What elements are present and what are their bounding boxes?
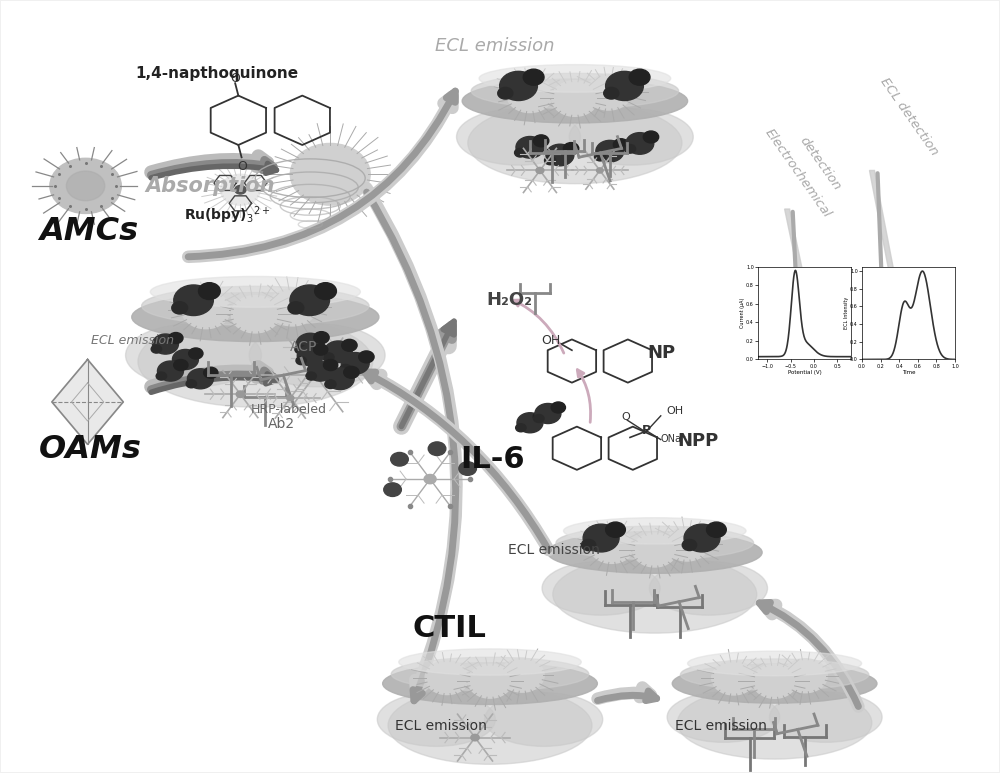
Ellipse shape (770, 692, 882, 742)
Circle shape (323, 359, 338, 370)
Circle shape (424, 475, 436, 484)
Circle shape (516, 137, 544, 158)
Ellipse shape (556, 526, 754, 560)
Circle shape (753, 664, 797, 698)
Ellipse shape (649, 561, 768, 615)
Circle shape (471, 734, 479, 741)
Circle shape (594, 152, 606, 161)
Circle shape (66, 171, 105, 201)
X-axis label: Time: Time (902, 370, 915, 375)
Ellipse shape (672, 664, 877, 703)
Circle shape (236, 391, 245, 397)
Circle shape (425, 661, 469, 695)
Ellipse shape (377, 693, 495, 747)
Text: IL-6: IL-6 (460, 444, 525, 474)
Y-axis label: Current (μA): Current (μA) (740, 298, 745, 329)
Circle shape (626, 133, 654, 155)
Circle shape (174, 359, 188, 370)
X-axis label: Potential (V): Potential (V) (788, 370, 821, 375)
Ellipse shape (391, 657, 589, 691)
Circle shape (341, 352, 369, 374)
Ellipse shape (677, 686, 872, 759)
Text: Ru(bpy)$_3$$^{2+}$: Ru(bpy)$_3$$^{2+}$ (184, 204, 271, 226)
Circle shape (590, 530, 634, 564)
Text: NP: NP (648, 344, 676, 362)
Text: O: O (230, 72, 240, 85)
Circle shape (712, 661, 756, 695)
Circle shape (533, 135, 549, 147)
Circle shape (182, 291, 230, 329)
Circle shape (384, 483, 401, 496)
Circle shape (342, 339, 357, 351)
Circle shape (172, 301, 188, 314)
Circle shape (157, 361, 183, 381)
Polygon shape (785, 209, 820, 352)
Text: P: P (642, 424, 651, 438)
Circle shape (533, 411, 547, 422)
Circle shape (156, 372, 167, 380)
Circle shape (682, 540, 697, 550)
Circle shape (586, 74, 632, 110)
Text: CTIL: CTIL (412, 615, 486, 643)
Ellipse shape (138, 316, 373, 407)
Circle shape (597, 168, 603, 173)
Ellipse shape (150, 277, 360, 307)
Ellipse shape (569, 109, 693, 165)
Circle shape (297, 346, 323, 366)
Ellipse shape (468, 102, 682, 184)
Circle shape (596, 141, 624, 162)
Polygon shape (52, 359, 123, 444)
Circle shape (633, 533, 677, 567)
Circle shape (268, 288, 317, 326)
Circle shape (606, 71, 643, 100)
Circle shape (306, 372, 316, 380)
Circle shape (391, 452, 408, 466)
Ellipse shape (388, 686, 592, 764)
Circle shape (220, 174, 260, 205)
Text: AMCs: AMCs (39, 216, 138, 247)
Ellipse shape (132, 292, 379, 342)
Circle shape (295, 345, 306, 354)
Circle shape (629, 69, 650, 85)
Ellipse shape (542, 561, 660, 615)
Circle shape (288, 301, 304, 314)
Circle shape (545, 156, 556, 165)
Circle shape (231, 295, 280, 333)
Circle shape (172, 349, 198, 369)
Circle shape (309, 369, 322, 380)
Circle shape (500, 659, 544, 692)
Circle shape (151, 345, 162, 353)
Circle shape (344, 366, 359, 378)
Text: ECL emission: ECL emission (91, 334, 174, 347)
Circle shape (307, 361, 333, 381)
Circle shape (50, 158, 121, 213)
Circle shape (290, 144, 370, 205)
Circle shape (204, 367, 218, 378)
Ellipse shape (142, 286, 369, 325)
Ellipse shape (479, 65, 671, 92)
Circle shape (296, 356, 306, 365)
Circle shape (535, 404, 561, 424)
Ellipse shape (553, 555, 757, 633)
Ellipse shape (471, 73, 679, 108)
Circle shape (324, 341, 352, 363)
Ellipse shape (564, 518, 746, 544)
Circle shape (563, 142, 579, 155)
Circle shape (551, 402, 565, 413)
Circle shape (523, 69, 544, 85)
Y-axis label: ECL Intensity: ECL Intensity (844, 297, 849, 329)
Circle shape (171, 360, 182, 369)
Circle shape (315, 283, 336, 299)
Circle shape (606, 522, 625, 537)
Text: OAMs: OAMs (39, 434, 142, 465)
Circle shape (498, 87, 513, 99)
Ellipse shape (249, 324, 385, 386)
Circle shape (314, 332, 329, 343)
Ellipse shape (688, 651, 862, 676)
Circle shape (459, 461, 476, 475)
Ellipse shape (126, 324, 262, 386)
Ellipse shape (383, 662, 597, 704)
Text: OH: OH (541, 334, 560, 347)
Circle shape (613, 138, 629, 151)
